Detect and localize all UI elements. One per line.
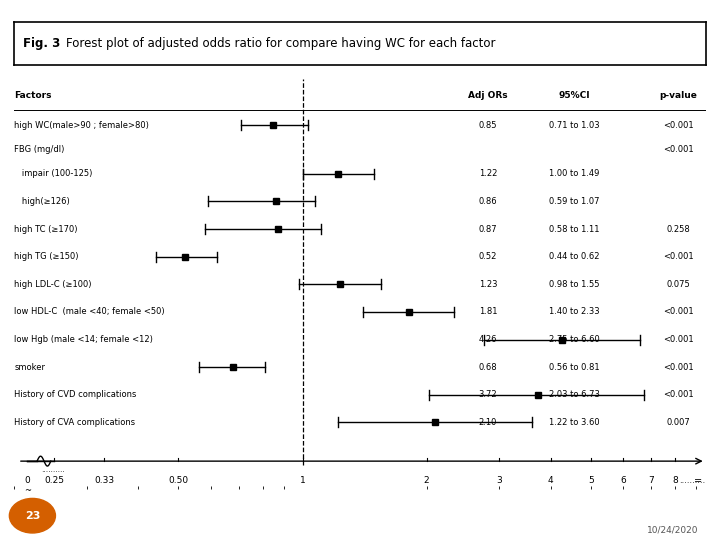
Text: 0.44 to 0.62: 0.44 to 0.62 (549, 252, 600, 261)
Text: <0.001: <0.001 (662, 390, 693, 399)
Text: 2.10: 2.10 (479, 418, 497, 427)
Text: 0: 0 (24, 476, 30, 485)
Text: Forest plot of adjusted odds ratio for compare having WC for each factor: Forest plot of adjusted odds ratio for c… (66, 37, 496, 50)
Text: 0.98 to 1.55: 0.98 to 1.55 (549, 280, 600, 289)
Text: ..........: .......... (679, 476, 706, 485)
Text: high TC (≥170): high TC (≥170) (14, 225, 78, 234)
Text: <0.001: <0.001 (662, 145, 693, 154)
Text: 4: 4 (548, 476, 554, 485)
Text: 0.56 to 0.81: 0.56 to 0.81 (549, 363, 600, 372)
Text: 0.58 to 1.11: 0.58 to 1.11 (549, 225, 600, 234)
Text: 1: 1 (300, 476, 305, 485)
Text: ~: ~ (24, 486, 31, 495)
Text: 2.75 to 6.60: 2.75 to 6.60 (549, 335, 600, 344)
Text: <0.001: <0.001 (662, 307, 693, 316)
Text: 1.22 to 3.60: 1.22 to 3.60 (549, 418, 600, 427)
Text: 0.71 to 1.03: 0.71 to 1.03 (549, 121, 600, 130)
Text: History of CVA complications: History of CVA complications (14, 418, 135, 427)
Text: <0.001: <0.001 (662, 252, 693, 261)
Text: 0.86: 0.86 (479, 197, 498, 206)
Text: Fig. 3: Fig. 3 (23, 37, 64, 50)
Text: Factors: Factors (14, 91, 52, 99)
Text: Adj ORs: Adj ORs (468, 91, 508, 99)
Text: 95%CI: 95%CI (559, 91, 590, 99)
Text: 0.007: 0.007 (666, 418, 690, 427)
Text: 4.26: 4.26 (479, 335, 497, 344)
Text: 1.23: 1.23 (479, 280, 497, 289)
Text: 0.59 to 1.07: 0.59 to 1.07 (549, 197, 600, 206)
Text: 0.85: 0.85 (479, 121, 497, 130)
Text: low Hgb (male <14; female <12): low Hgb (male <14; female <12) (14, 335, 153, 344)
Text: <0.001: <0.001 (662, 363, 693, 372)
Text: 6: 6 (621, 476, 626, 485)
Text: 2.03 to 6.73: 2.03 to 6.73 (549, 390, 600, 399)
Text: 1.22: 1.22 (479, 170, 497, 178)
Text: 0.87: 0.87 (479, 225, 498, 234)
Text: History of CVD complications: History of CVD complications (14, 390, 137, 399)
Text: 7: 7 (648, 476, 654, 485)
Text: 0.258: 0.258 (666, 225, 690, 234)
Text: 1.40 to 2.33: 1.40 to 2.33 (549, 307, 600, 316)
Text: high WC(male>90 ; female>80): high WC(male>90 ; female>80) (14, 121, 149, 130)
Text: p-value: p-value (659, 91, 697, 99)
Text: <0.001: <0.001 (662, 335, 693, 344)
Text: 0.68: 0.68 (479, 363, 498, 372)
Text: 1.00 to 1.49: 1.00 to 1.49 (549, 170, 600, 178)
Text: impair (100-125): impair (100-125) (14, 170, 93, 178)
Text: high(≥126): high(≥126) (14, 197, 70, 206)
Text: 3: 3 (496, 476, 502, 485)
Text: 23: 23 (24, 511, 40, 521)
Text: smoker: smoker (14, 363, 45, 372)
Text: 0.50: 0.50 (168, 476, 189, 485)
Text: 2: 2 (424, 476, 429, 485)
Text: 10/24/2020: 10/24/2020 (647, 525, 698, 535)
Text: 1.81: 1.81 (479, 307, 497, 316)
Text: 8: 8 (672, 476, 678, 485)
Text: =: = (694, 476, 702, 487)
Text: high TG (≥150): high TG (≥150) (14, 252, 79, 261)
Text: 3.72: 3.72 (479, 390, 498, 399)
Text: 0.25: 0.25 (45, 476, 64, 485)
Text: ..........: .......... (41, 465, 65, 474)
Text: FBG (mg/dl): FBG (mg/dl) (14, 145, 65, 154)
Text: low HDL-C  (male <40; female <50): low HDL-C (male <40; female <50) (14, 307, 165, 316)
Text: high LDL-C (≥100): high LDL-C (≥100) (14, 280, 92, 289)
Text: 0.33: 0.33 (94, 476, 114, 485)
Text: 0.52: 0.52 (479, 252, 497, 261)
Text: 0.075: 0.075 (666, 280, 690, 289)
Text: <0.001: <0.001 (662, 121, 693, 130)
Text: 5: 5 (588, 476, 593, 485)
